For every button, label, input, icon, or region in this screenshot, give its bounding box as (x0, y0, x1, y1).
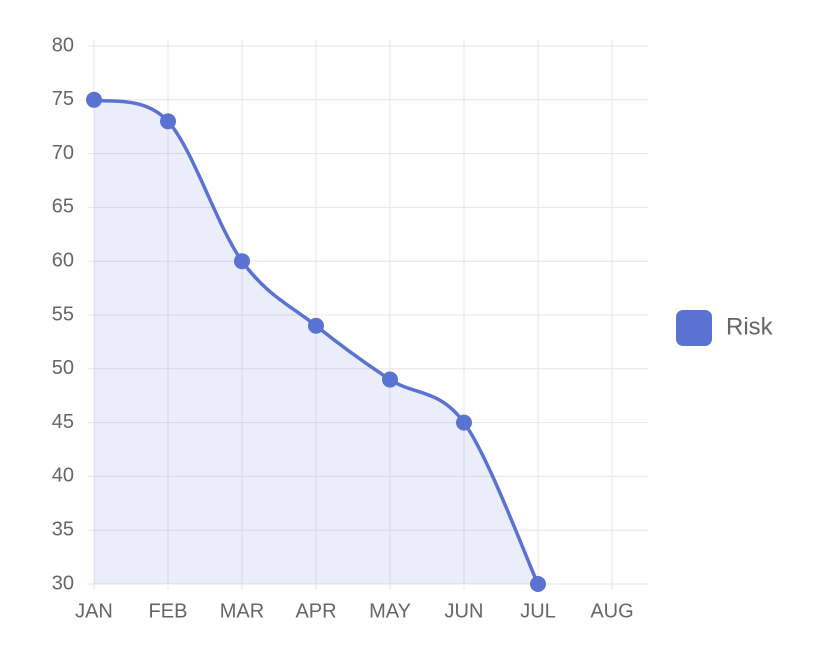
point (308, 317, 324, 334)
y-tick-label: 65 (52, 196, 74, 218)
y-tick-label: 40 (52, 465, 74, 487)
y-tick-label: 80 (52, 34, 74, 56)
point (382, 371, 398, 388)
x-tick-label: JUN (445, 600, 484, 622)
y-tick-label: 55 (52, 303, 74, 325)
legend-swatch (676, 310, 712, 346)
y-tick-label: 75 (52, 88, 74, 110)
x-tick-label: JAN (75, 600, 113, 622)
x-tick-label: MAY (369, 600, 411, 622)
y-tick-label: 70 (52, 142, 74, 164)
y-tick-label: 50 (52, 357, 74, 379)
y-tick-label: 60 (52, 249, 74, 271)
y-tick-label: 30 (52, 572, 74, 594)
point (160, 113, 176, 130)
y-tick-label: 35 (52, 518, 74, 540)
legend-label: Risk (726, 313, 774, 340)
y-tick-label: 45 (52, 411, 74, 433)
x-tick-label: AUG (590, 600, 633, 622)
point (456, 414, 472, 431)
area (94, 99, 538, 585)
x-tick-label: JUL (520, 600, 556, 622)
x-tick-label: MAR (220, 600, 264, 622)
x-tick-label: APR (295, 600, 336, 622)
point (530, 576, 546, 592)
point (86, 91, 102, 108)
point (234, 253, 250, 270)
x-tick-label: FEB (149, 600, 188, 622)
